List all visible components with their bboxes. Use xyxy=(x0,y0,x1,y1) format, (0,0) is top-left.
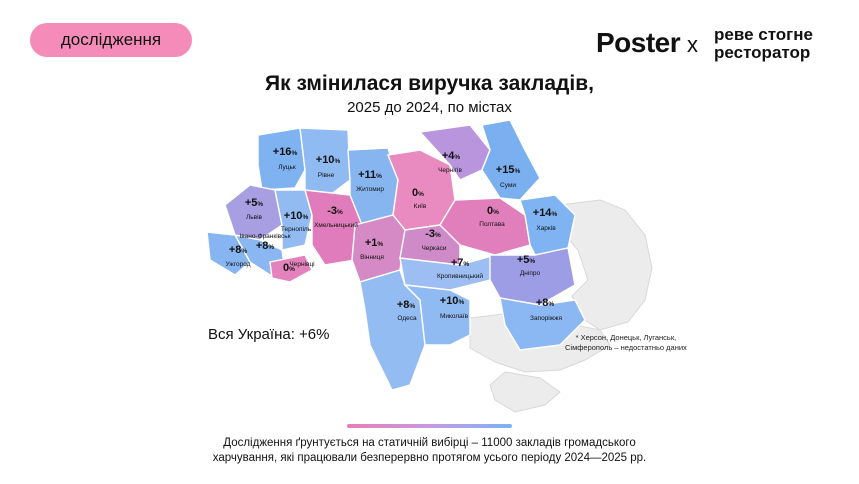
region-city-label: Львів xyxy=(246,213,263,221)
poster-logo: Poster xyxy=(596,27,681,58)
page-title: Як змінилася виручка закладів, xyxy=(265,72,594,95)
region-city-label: Тернопіль xyxy=(281,225,312,233)
region-одеса xyxy=(359,269,426,391)
region-чернівці xyxy=(269,254,313,283)
region-change-label: +7% xyxy=(451,257,470,269)
region-city-label: Рівне xyxy=(318,171,335,179)
region-city-label: Миколаїв xyxy=(440,313,469,320)
region-change-label: +16% xyxy=(273,146,298,158)
footer-line1: Дослідження ґрунтується на статичній виб… xyxy=(223,437,636,449)
region-city-label: Полтава xyxy=(479,221,505,228)
partner-logo: реве стогне ресторатор xyxy=(714,26,813,62)
region-city-label: Хмельницький xyxy=(314,221,358,229)
region-дніпро xyxy=(489,247,576,306)
region-city-label: Ужгород xyxy=(226,261,251,268)
region-львів xyxy=(224,184,283,241)
region-запоріжжя xyxy=(499,297,586,351)
region-change-label: +10% xyxy=(440,295,465,307)
logo-separator: x xyxy=(687,32,698,57)
no-data-note: * Херсон, Донецьк, Луганськ, Сімферополь… xyxy=(565,333,687,353)
no-data-note-line1: * Херсон, Донецьк, Луганськ, xyxy=(575,333,677,342)
footer-line2: харчування, які працювали безперервно пр… xyxy=(212,452,647,464)
region-city-label: Черкаси xyxy=(421,245,446,252)
color-scale-bar xyxy=(347,424,512,428)
region-city-label: Чернівці xyxy=(289,260,314,268)
region-city-label: Вінниця xyxy=(360,253,384,261)
region-city-label: Чернігів xyxy=(438,166,462,174)
region-city-label: Дніпро xyxy=(520,269,541,277)
region-change-label: +11% xyxy=(358,169,382,181)
footer-text: Дослідження ґрунтується на статичній виб… xyxy=(0,436,859,466)
research-tag: дослідження xyxy=(30,23,192,57)
region-city-label: Харків xyxy=(536,224,556,232)
region-city-label: Івано-Франківськ xyxy=(239,232,290,240)
region-change-label: +10% xyxy=(316,154,341,166)
region-change-label: +8% xyxy=(256,240,275,252)
partner-logo-line2: ресторатор xyxy=(714,43,811,62)
region-city-label: Луцьк xyxy=(278,164,296,171)
page-subtitle: 2025 до 2024, по містах xyxy=(347,99,512,116)
region-миколаїв xyxy=(403,284,471,346)
region-city-label: Житомир xyxy=(356,186,384,193)
region-city-label: Кропивницький xyxy=(437,272,483,280)
region-city-label: Суми xyxy=(500,182,516,189)
ukraine-total: Вся Україна: +6% xyxy=(208,326,330,343)
region-city-label: Запоріжжя xyxy=(530,314,562,322)
no-data-note-line2: Сімферополь – недостатньо даних xyxy=(565,343,687,352)
partner-logo-line1: реве стогне xyxy=(714,25,813,44)
region-city-label: Одеса xyxy=(397,315,417,322)
region-change-label: +14% xyxy=(533,207,558,219)
region-change-label: +15% xyxy=(496,164,521,176)
region-ужгород xyxy=(206,231,251,276)
region-полтава xyxy=(439,197,531,256)
region-change-label: +10% xyxy=(284,210,309,222)
region-хмельницький xyxy=(304,189,363,266)
region-city-label: Київ xyxy=(414,203,427,210)
region-луцьк xyxy=(257,127,306,191)
